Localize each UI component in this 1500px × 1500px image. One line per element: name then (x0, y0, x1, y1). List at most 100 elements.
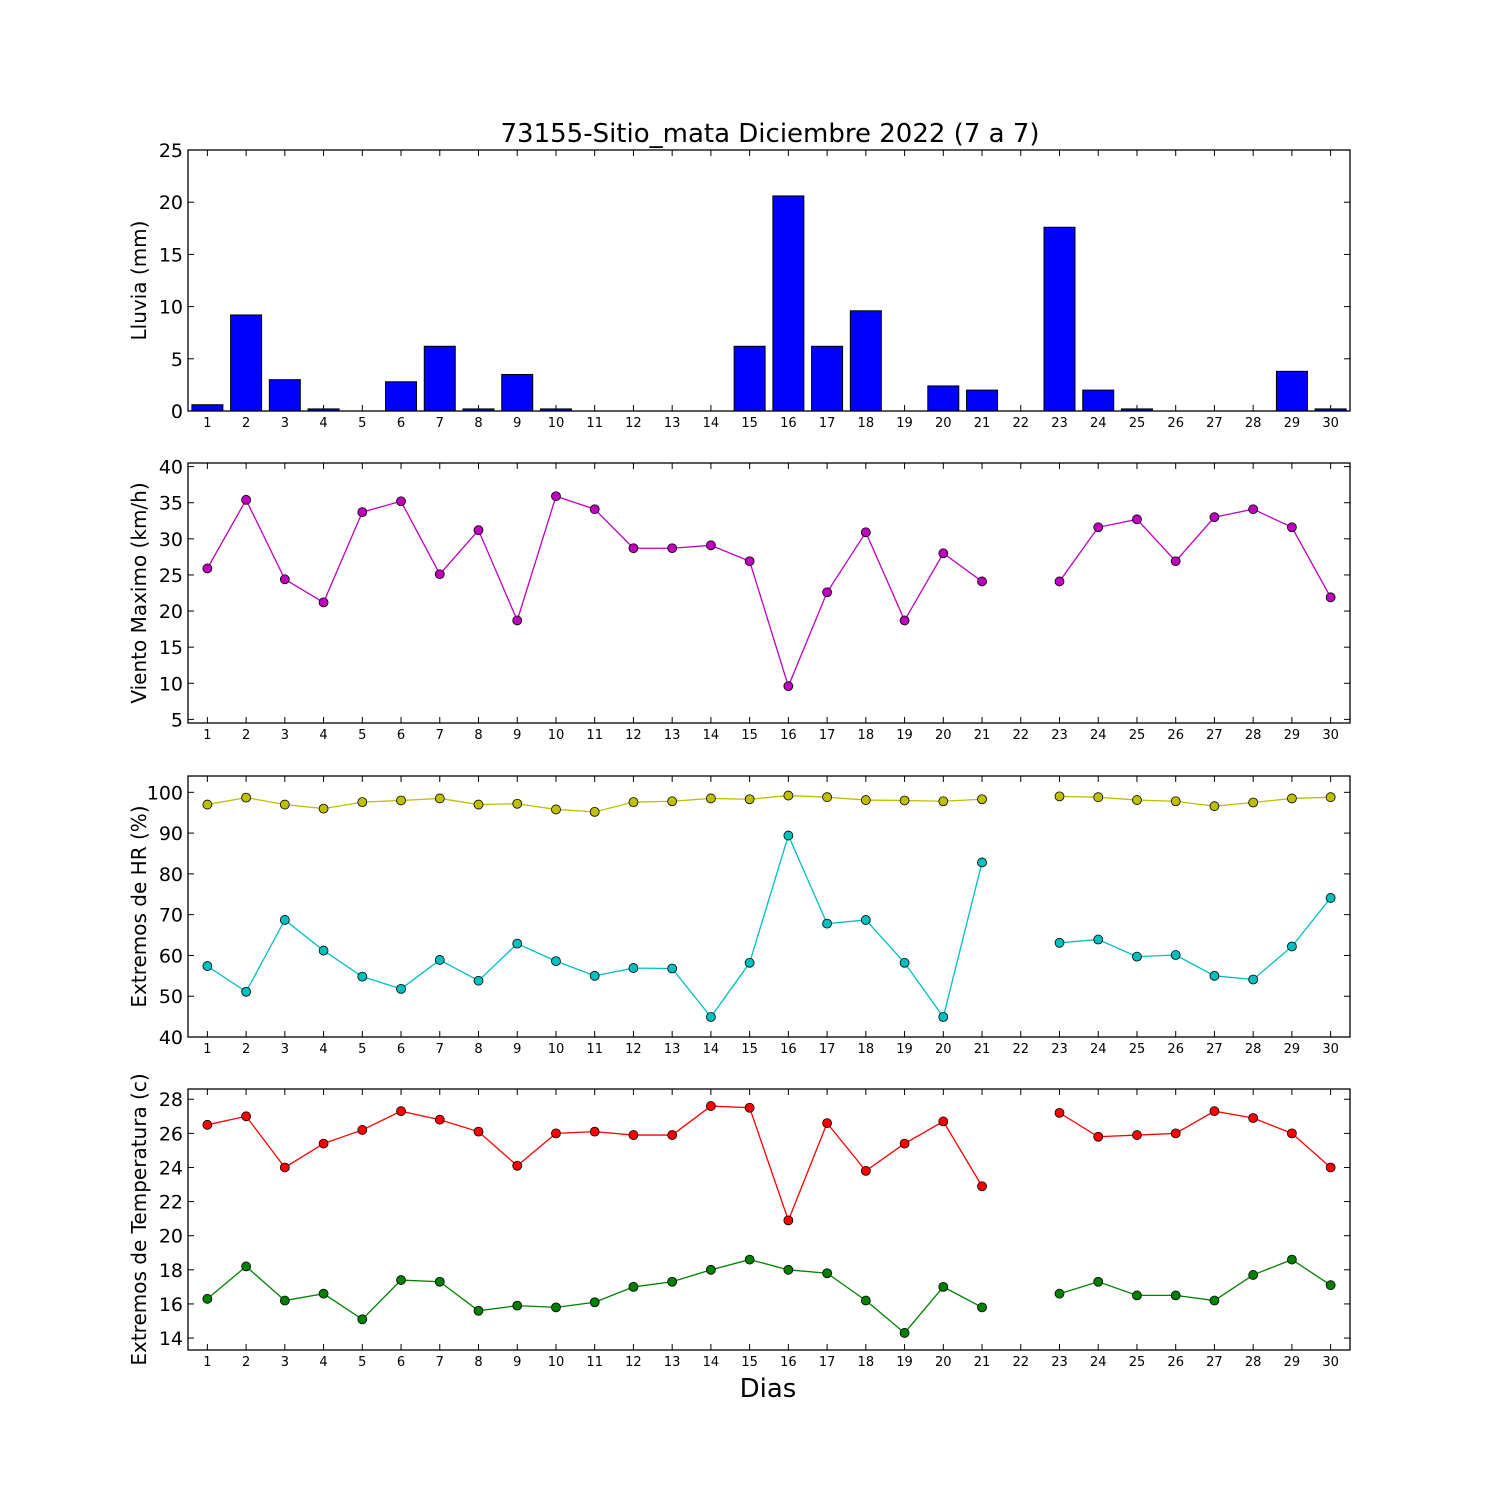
series-1-point-day-5 (357, 797, 368, 807)
series-1-point-day-1 (202, 563, 213, 574)
series-1-point-day-20 (938, 796, 949, 807)
x-tick-label: 12 (625, 416, 642, 431)
x-tick-label: 4 (319, 728, 327, 743)
series-1-point-day-25 (1132, 514, 1142, 525)
bar-day-20 (927, 385, 960, 412)
y-axis-label: Lluvia (mm) (127, 221, 151, 341)
bar-day-3 (268, 379, 301, 412)
x-tick-label: 20 (935, 728, 952, 743)
series-1-point-day-25 (1132, 1130, 1142, 1140)
x-tick-label: 12 (625, 728, 642, 743)
x-tick-label: 8 (474, 1355, 482, 1370)
series-2-point-day-14 (706, 1264, 716, 1275)
y-tick-label: 10 (159, 673, 183, 695)
bar-day-9 (501, 373, 534, 412)
series-2-point-day-17 (822, 918, 832, 929)
bar-day-24 (1082, 389, 1115, 412)
series-1-point-day-1 (202, 1119, 213, 1130)
series-1-point-day-28 (1248, 1113, 1259, 1123)
x-tick-label: 6 (397, 416, 405, 431)
x-tick-label: 8 (474, 416, 482, 431)
x-tick-label: 29 (1284, 1355, 1301, 1370)
series-2-point-day-12 (628, 963, 639, 973)
series-2-point-day-11 (589, 1297, 600, 1308)
y-tick-label: 16 (159, 1294, 183, 1316)
x-tick-label: 18 (858, 1355, 875, 1370)
series-2-point-day-5 (357, 971, 368, 982)
series-1-point-day-30 (1325, 792, 1336, 803)
x-tick-label: 9 (513, 728, 521, 743)
y-axis-label: Extremos de HR (%) (127, 805, 151, 1007)
series-1-point-day-29 (1287, 522, 1297, 533)
x-tick-label: 6 (397, 728, 405, 743)
x-tick-label: 7 (436, 416, 444, 431)
y-tick-label: 20 (159, 192, 183, 214)
x-tick-label: 22 (1012, 416, 1029, 431)
bar-day-29 (1275, 370, 1308, 412)
series-1-point-day-18 (860, 1165, 871, 1176)
series-1-point-day-23 (1054, 576, 1065, 587)
x-tick-label: 14 (703, 1355, 720, 1370)
series-1-point-day-29 (1287, 793, 1297, 804)
y-tick-label: 25 (159, 565, 183, 587)
series-1-point-day-19 (899, 615, 910, 626)
y-tick-label: 80 (159, 864, 183, 886)
x-tick-label: 14 (703, 416, 720, 431)
x-tick-label: 17 (819, 728, 836, 743)
x-tick-label: 26 (1167, 728, 1184, 743)
x-tick-label: 17 (819, 1042, 836, 1057)
x-tick-label: 19 (896, 1042, 913, 1057)
series-1-point-day-24 (1093, 522, 1104, 533)
x-tick-label: 7 (436, 728, 444, 743)
series-1-point-day-9 (512, 615, 523, 626)
x-tick-label: 9 (513, 416, 521, 431)
bar-day-21 (966, 389, 999, 412)
x-tick-label: 20 (935, 416, 952, 431)
series-2-point-day-21 (977, 857, 987, 868)
x-tick-label: 11 (586, 1042, 603, 1057)
series-1-point-day-30 (1325, 592, 1336, 603)
series-2-point-day-24 (1093, 934, 1104, 945)
series-2-point-day-3 (279, 915, 290, 925)
series-1-point-day-18 (860, 795, 871, 805)
series-1-point-day-21 (977, 576, 987, 587)
x-tick-label: 20 (935, 1042, 952, 1057)
x-tick-label: 13 (664, 416, 681, 431)
series-2-point-day-23 (1054, 1288, 1065, 1299)
bar-day-16 (772, 195, 805, 412)
y-tick-label: 70 (159, 905, 183, 927)
x-tick-label: 30 (1322, 1355, 1339, 1370)
series-2-point-day-25 (1132, 1290, 1142, 1301)
x-tick-label: 11 (586, 416, 603, 431)
series-1-point-day-18 (860, 527, 871, 538)
plot-frame (187, 462, 1351, 724)
y-tick-label: 40 (159, 457, 183, 479)
y-tick-label: 28 (159, 1089, 183, 1111)
x-tick-label: 9 (513, 1042, 521, 1057)
x-tick-label: 10 (548, 728, 565, 743)
x-tick-label: 22 (1012, 1042, 1029, 1057)
bar-day-1 (191, 404, 224, 412)
series-1-point-day-26 (1170, 1128, 1181, 1139)
series-1-point-day-1 (202, 799, 213, 810)
x-tick-label: 21 (974, 1355, 991, 1370)
series-1-point-day-6 (396, 795, 406, 806)
y-tick-label: 60 (159, 945, 183, 967)
series-1-point-day-8 (473, 799, 484, 810)
series-1-point-day-30 (1325, 1162, 1336, 1173)
plot-frame (187, 1088, 1351, 1351)
x-tick-label: 13 (664, 1042, 681, 1057)
series-2-point-day-9 (512, 1300, 523, 1311)
x-tick-label: 7 (436, 1355, 444, 1370)
series-1-point-day-3 (279, 574, 290, 585)
x-tick-label: 3 (281, 1355, 289, 1370)
series-1-point-day-11 (589, 806, 600, 817)
y-tick-label: 15 (159, 244, 183, 266)
series-1-point-day-25 (1132, 795, 1142, 805)
series-2-point-day-19 (899, 1328, 910, 1338)
series-1-point-day-24 (1093, 792, 1104, 803)
x-tick-label: 2 (242, 416, 250, 431)
y-tick-label: 0 (171, 401, 183, 423)
